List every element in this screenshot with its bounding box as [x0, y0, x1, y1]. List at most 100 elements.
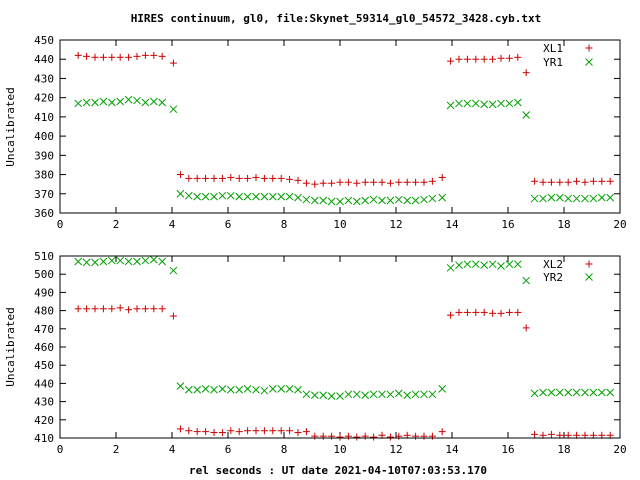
data-point-yr1	[235, 192, 244, 201]
data-point-yr2	[124, 257, 133, 266]
data-point-yr2	[522, 276, 531, 285]
data-point-yr2	[133, 257, 141, 266]
data-point-yr2	[268, 385, 277, 393]
data-point-yr1	[141, 98, 150, 107]
data-point-xl1	[260, 174, 268, 182]
data-point-yr2	[302, 390, 311, 399]
data-point-yr1	[252, 192, 260, 201]
data-point-yr1	[124, 95, 133, 104]
data-point-yr2	[581, 388, 589, 397]
data-point-xl1	[420, 178, 428, 186]
data-point-yr2	[547, 388, 556, 397]
legend-1: XL1 YR1	[543, 42, 593, 69]
y-tick-label: 480	[34, 305, 54, 318]
y-tick-label: 450	[34, 359, 54, 372]
data-point-xl2	[83, 305, 91, 313]
data-point-xl1	[370, 178, 378, 186]
x-tick-label: 20	[613, 443, 626, 456]
x-tick-label: 10	[333, 218, 346, 231]
data-point-xl2	[74, 305, 82, 313]
data-point-xl2	[269, 427, 277, 435]
data-point-xl2	[141, 305, 149, 313]
data-point-xl1	[522, 69, 530, 77]
data-point-yr2	[226, 385, 235, 394]
data-point-xl2	[336, 433, 344, 441]
data-point-xl2	[472, 308, 480, 316]
data-point-xl1	[480, 55, 488, 63]
data-point-yr2	[386, 390, 395, 399]
data-point-yr2	[555, 388, 564, 397]
data-point-xl2	[395, 432, 403, 440]
data-point-yr1	[74, 99, 83, 108]
y-tick-label: 420	[34, 92, 54, 105]
data-point-xl1	[556, 178, 564, 186]
data-point-xl2	[202, 428, 210, 436]
data-point-xl2	[420, 432, 428, 440]
data-point-xl2	[193, 428, 201, 436]
data-point-xl1	[598, 177, 606, 185]
data-point-xl1	[311, 180, 319, 188]
data-point-xl1	[472, 55, 480, 63]
data-point-yr1	[158, 98, 167, 107]
data-point-xl2	[480, 308, 488, 316]
data-point-xl1	[455, 55, 463, 63]
y-tick-label: 430	[34, 72, 54, 85]
data-point-yr2	[107, 256, 116, 265]
data-point-yr2	[497, 262, 505, 270]
x-tick-label: 4	[169, 218, 176, 231]
data-point-xl2	[125, 306, 133, 314]
data-point-yr1	[378, 196, 386, 205]
data-point-yr1	[547, 193, 556, 202]
data-point-xl1	[353, 179, 361, 187]
data-point-xl2	[108, 305, 116, 313]
data-point-yr1	[513, 98, 522, 107]
data-point-yr1	[193, 192, 202, 201]
data-point-xl2	[311, 432, 319, 440]
data-point-yr2	[285, 385, 294, 393]
data-point-xl2	[210, 429, 218, 437]
data-point-xl2	[302, 428, 310, 436]
data-point-yr1	[319, 196, 328, 205]
data-point-yr1	[277, 192, 286, 201]
data-point-yr2	[218, 385, 227, 393]
data-point-yr1	[302, 195, 311, 204]
data-point-xl2	[277, 427, 285, 435]
legend-2: XL2 YR2	[543, 258, 593, 284]
data-point-yr1	[91, 98, 99, 107]
y-tick-label: 410	[34, 432, 54, 445]
data-point-xl1	[169, 59, 177, 67]
series-yr2	[74, 255, 615, 400]
data-point-xl2	[218, 429, 226, 437]
data-point-xl2	[294, 429, 302, 437]
data-point-yr1	[394, 195, 403, 204]
x-tick-label: 0	[57, 443, 64, 456]
data-point-yr2	[572, 388, 581, 397]
data-point-yr1	[268, 192, 277, 201]
legend-label-xl2: XL2	[543, 258, 563, 271]
data-point-yr1	[463, 99, 472, 108]
x-tick-label: 2	[113, 218, 120, 231]
plot-2: Uncalibrated 410420430440450460470480490…	[4, 250, 627, 477]
data-point-yr1	[522, 111, 531, 119]
data-point-xl1	[133, 52, 141, 60]
data-point-xl1	[210, 174, 218, 182]
data-point-xl1	[83, 52, 91, 60]
data-point-xl2	[438, 428, 446, 436]
data-point-yr1	[99, 97, 108, 106]
data-point-yr1	[310, 196, 319, 205]
data-point-yr2	[141, 256, 150, 265]
data-point-yr1	[116, 97, 125, 106]
data-point-yr2	[294, 385, 302, 394]
plot-1: Uncalibrated 360370380390400410420430440…	[4, 34, 627, 231]
series-xl2	[74, 304, 614, 441]
data-point-yr2	[277, 385, 286, 393]
data-point-xl1	[438, 173, 446, 181]
data-point-yr1	[369, 195, 378, 204]
data-point-yr1	[327, 197, 336, 206]
data-point-yr2	[606, 388, 615, 397]
data-point-xl2	[116, 304, 124, 312]
data-point-xl2	[286, 427, 294, 435]
data-point-yr2	[463, 260, 472, 269]
data-point-xl2	[252, 427, 260, 435]
data-point-xl2	[158, 305, 166, 313]
